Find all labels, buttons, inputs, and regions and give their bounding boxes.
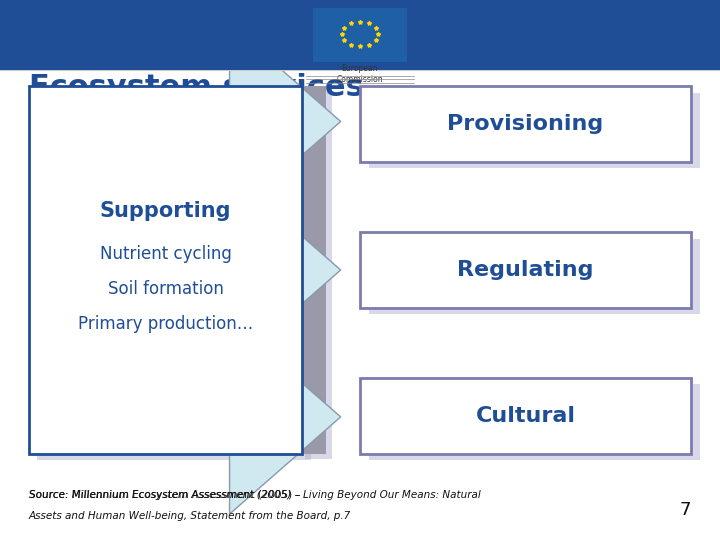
FancyBboxPatch shape <box>313 8 407 62</box>
Text: European
Commission: European Commission <box>337 64 383 84</box>
Text: Provisioning: Provisioning <box>447 114 604 134</box>
FancyBboxPatch shape <box>29 86 302 454</box>
Text: Nutrient cycling: Nutrient cycling <box>99 245 232 263</box>
Text: Ecosystem services: Ecosystem services <box>29 73 364 102</box>
FancyBboxPatch shape <box>299 86 326 454</box>
Text: Source: Millennium Ecosystem Assessment (2005) –: Source: Millennium Ecosystem Assessment … <box>29 489 304 500</box>
FancyBboxPatch shape <box>0 0 720 70</box>
FancyBboxPatch shape <box>369 93 700 168</box>
FancyBboxPatch shape <box>360 378 691 454</box>
FancyBboxPatch shape <box>305 92 332 459</box>
FancyBboxPatch shape <box>360 232 691 308</box>
Text: 7: 7 <box>680 501 691 519</box>
Text: Cultural: Cultural <box>476 406 575 426</box>
FancyBboxPatch shape <box>369 384 700 460</box>
Text: Primary production…: Primary production… <box>78 315 253 333</box>
Text: Soil formation: Soil formation <box>108 280 223 298</box>
Text: Regulating: Regulating <box>457 260 594 280</box>
Text: Source: Millennium Ecosystem Assessment (2005) – Living Beyond Our Means: Natura: Source: Millennium Ecosystem Assessment … <box>29 489 480 500</box>
FancyBboxPatch shape <box>369 239 700 314</box>
Text: Assets and Human Well-being, Statement from the Board, p.7: Assets and Human Well-being, Statement f… <box>29 511 351 521</box>
Text: Supporting: Supporting <box>100 200 231 221</box>
FancyBboxPatch shape <box>37 93 311 460</box>
FancyBboxPatch shape <box>360 86 691 162</box>
